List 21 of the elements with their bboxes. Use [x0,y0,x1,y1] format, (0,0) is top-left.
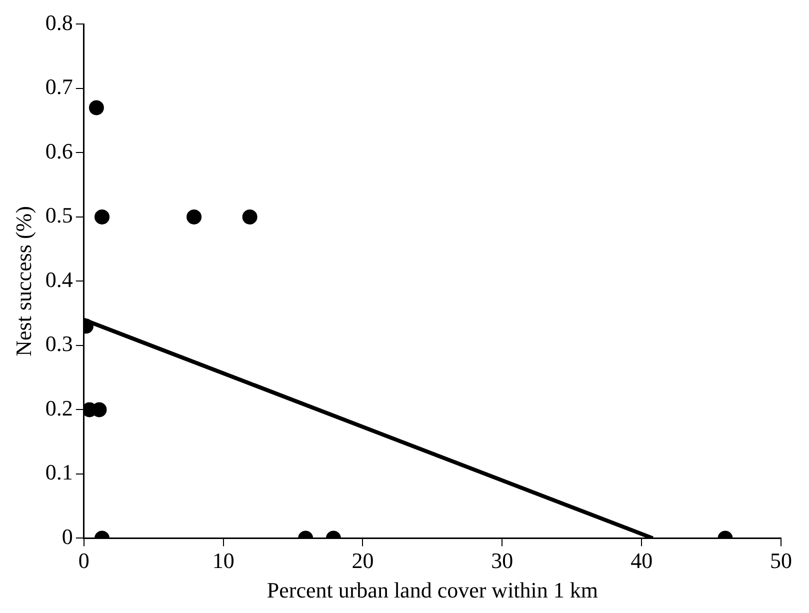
y-tick-label: 0.8 [45,10,73,35]
x-tick-label: 50 [770,548,792,574]
point [94,209,110,224]
point [88,100,104,116]
x-tick-label: 20 [352,548,374,574]
point [186,209,202,224]
x-tick-label: 30 [491,548,514,574]
y-tick-label: 0.6 [45,138,73,164]
y-tick-label: 0 [62,524,73,549]
x-tick-label: 40 [630,548,653,574]
point [242,209,258,224]
y-axis-title: Nest success (%) [10,206,36,356]
y-tick-label: 0.7 [45,74,73,100]
y-tick-label: 0.1 [45,460,73,485]
y-tick-label: 0.3 [45,331,73,356]
y-tick-label: 0.5 [45,202,73,228]
x-tick-label: 10 [212,548,234,574]
x-tick-label: 0 [78,548,90,574]
x-axis-title: Percent urban land cover within 1 km [266,578,598,603]
y-tick-label: 0.2 [45,395,73,420]
y-tick-label: 0.4 [45,266,73,292]
